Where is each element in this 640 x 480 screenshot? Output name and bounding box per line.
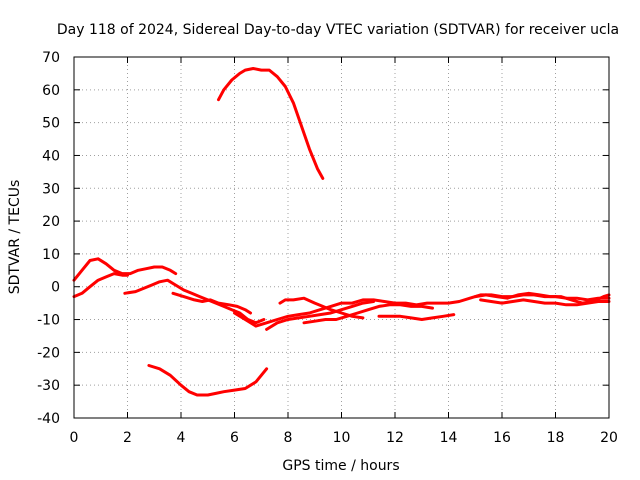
series-line-arc-f [217,67,325,180]
y-tick-label: -30 [37,378,60,394]
grid-lines [74,57,609,418]
y-tick-label: -10 [37,313,60,329]
x-tick-label: 18 [547,430,565,446]
series-line-arc-i [265,300,376,331]
y-tick-label: 70 [42,50,60,66]
x-tick-label: 12 [386,430,404,446]
y-tick-label: 40 [42,148,60,164]
x-tick-label: 4 [177,430,186,446]
y-tick-label: 50 [42,116,60,132]
y-axis-ticks: -40 -30 -20 -10 0 10 20 30 40 50 60 70 [37,50,609,427]
y-tick-label: 30 [42,181,60,197]
x-tick-label: 2 [123,430,132,446]
series-line-arc-d [171,291,252,315]
x-tick-label: 10 [333,430,351,446]
x-tick-label: 8 [284,430,293,446]
series-line-arc-e [147,364,269,397]
y-tick-label: 60 [42,83,60,99]
y-axis-title: SDTVAR / TECUs [7,180,23,295]
x-tick-label: 0 [70,430,79,446]
series-line-arc-b [72,272,129,299]
x-tick-label: 6 [230,430,239,446]
x-axis-ticks: 0 2 4 6 8 10 12 14 16 18 20 [70,57,618,446]
y-tick-label: -20 [37,345,60,361]
series-line-arc-m [479,298,611,307]
x-axis-title: GPS time / hours [282,458,399,474]
y-tick-label: 10 [42,247,60,263]
series-line-arc-j [302,303,434,325]
y-tick-label: 20 [42,214,60,230]
series-line-arc-h [278,296,365,320]
chart-title: Day 118 of 2024, Sidereal Day-to-day VTE… [57,22,619,38]
y-tick-label: -40 [37,411,60,427]
x-tick-label: 14 [440,430,458,446]
y-tick-label: 0 [51,280,60,296]
x-tick-label: 16 [493,430,511,446]
series-line-arc-a [72,257,178,282]
data-series-group [72,67,611,397]
series-line-arc-c [123,278,266,325]
x-tick-label: 20 [600,430,618,446]
series-line-arc-k [377,313,456,321]
